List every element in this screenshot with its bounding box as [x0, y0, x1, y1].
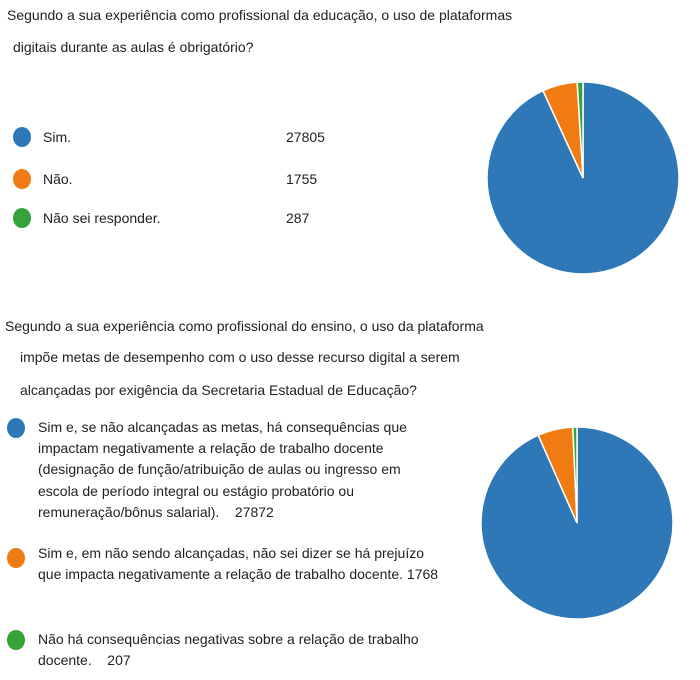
legend-marker-1 [7, 418, 25, 438]
chart2-pie [480, 426, 674, 620]
chart1-title-line-1: Segundo a sua experiência como profissio… [7, 7, 513, 23]
chart2-title-line-1: Segundo a sua experiência como profissio… [5, 318, 484, 334]
legend-marker-3 [7, 630, 25, 650]
pie-slice-3 [572, 426, 578, 524]
legend-value: 287 [286, 210, 310, 226]
legend-item-2: Sim e, em não sendo alcançadas, não sei … [38, 543, 448, 585]
legend-marker-nao-sei [13, 208, 31, 228]
legend-marker-nao [13, 169, 31, 189]
legend-label: Sim e, se não alcançadas as metas, há co… [38, 419, 407, 520]
chart2-title-line-3: alcançadas por exigência da Secretaria E… [20, 382, 417, 398]
legend-label: Sim. [43, 129, 71, 145]
legend-value: 1755 [286, 171, 318, 187]
legend-value: 1768 [406, 566, 439, 583]
legend-item-1: Sim e, se não alcançadas as metas, há co… [38, 417, 433, 523]
pie-slice-3 [576, 81, 584, 179]
legend-label: Não. [43, 171, 73, 187]
legend-value: 27872 [234, 503, 274, 520]
legend-item-3: Não há consequências negativas sobre a r… [38, 629, 443, 671]
legend-marker-sim [13, 127, 31, 147]
chart1-pie [486, 81, 680, 275]
legend-label: Sim e, em não sendo alcançadas, não sei … [38, 545, 425, 583]
legend-marker-2 [7, 548, 25, 568]
chart1-title-line-2: digitais durante as aulas é obrigatório? [13, 39, 254, 55]
legend-value: 27805 [286, 129, 325, 145]
chart2-title-line-2: impõe metas de desempenho com o uso dess… [20, 349, 460, 365]
legend-label: Não sei responder. [43, 210, 161, 226]
legend-value: 207 [107, 652, 131, 669]
legend-label: Não há consequências negativas sobre a r… [38, 631, 419, 669]
